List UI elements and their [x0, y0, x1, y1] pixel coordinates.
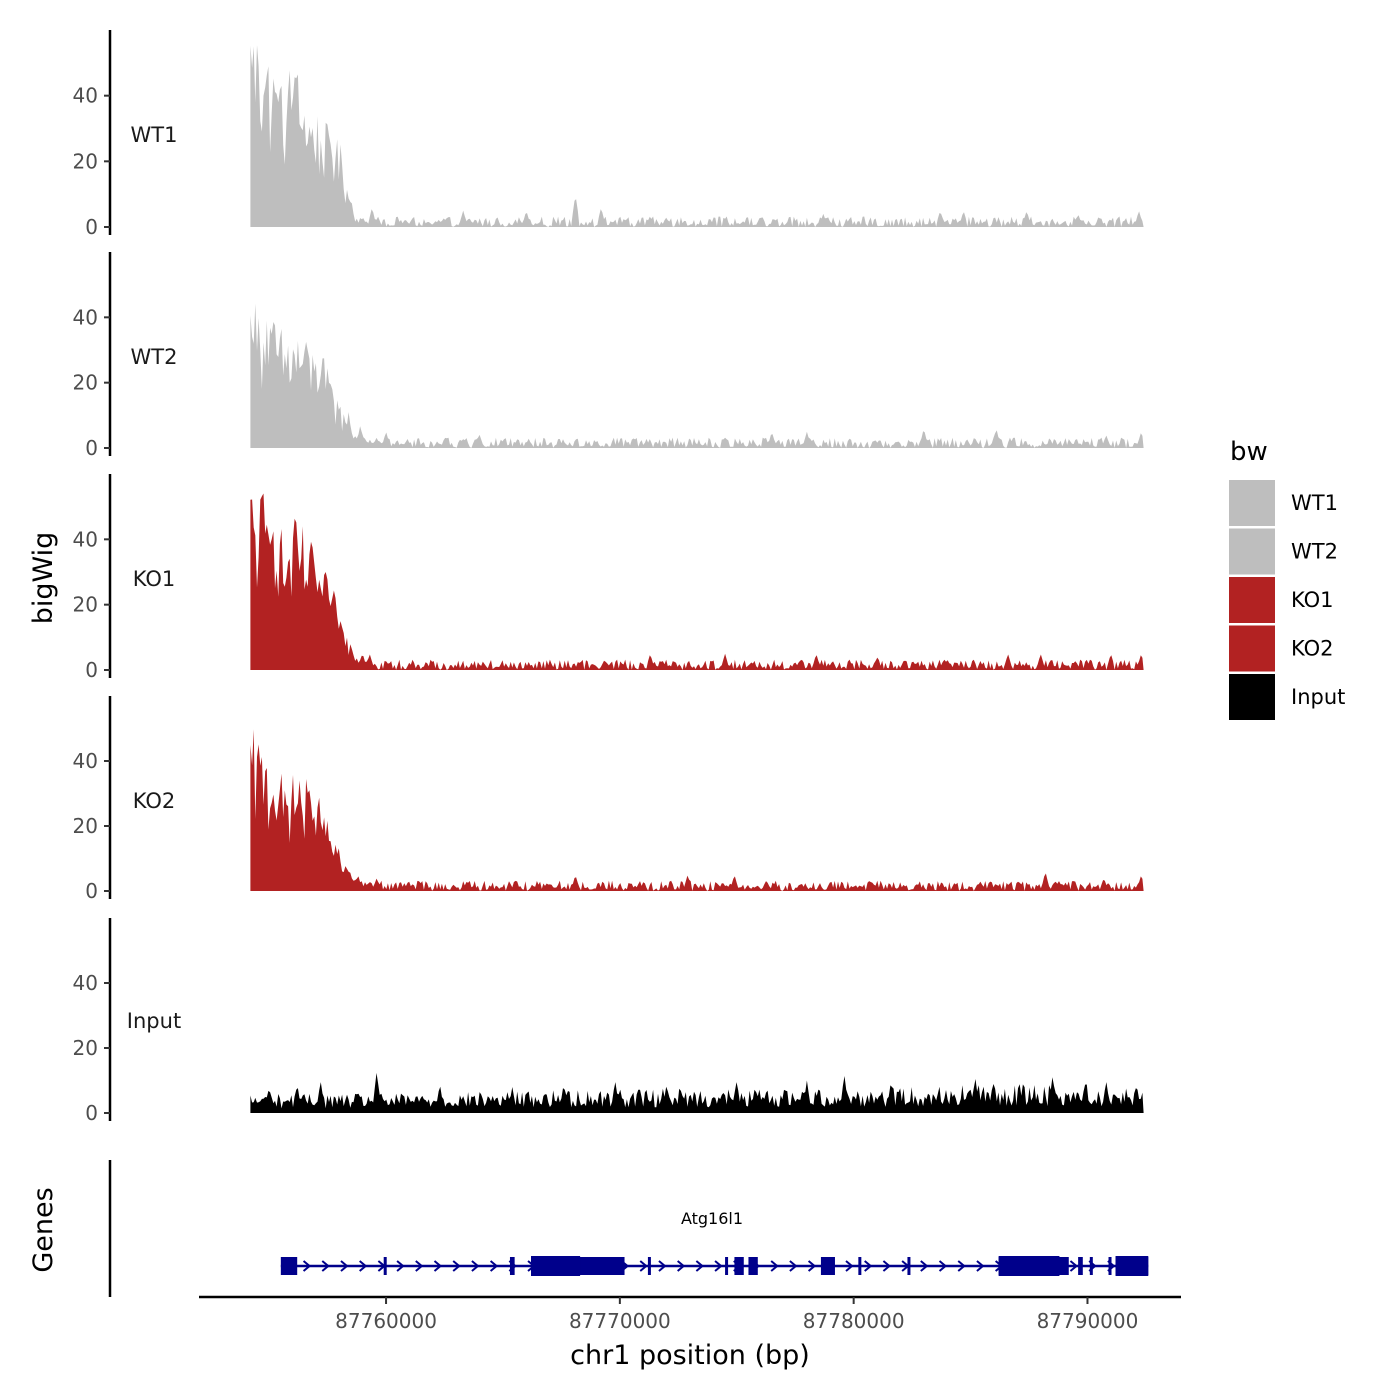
x-axis-title: chr1 position (bp)	[570, 1340, 810, 1371]
strand-arrow	[639, 1260, 648, 1272]
legend-key-ko1	[1229, 577, 1275, 623]
track-label: WT2	[131, 345, 178, 369]
strand-arrow	[714, 1260, 723, 1272]
strand-arrow	[807, 1260, 817, 1272]
gene-exon	[907, 1257, 911, 1275]
strand-arrow	[882, 1260, 891, 1272]
gene-exon-coding	[531, 1256, 581, 1276]
signal-tracks: 0 20 40 WT1 0 20 40 WT2 0 20 40 KO1 0 20 40 KO2 0 20 40 Inp…	[73, 30, 1144, 1125]
track-ko2: 0 20 40 KO2	[73, 696, 1144, 903]
gene-exon	[734, 1257, 744, 1275]
signal-area-wt2	[250, 303, 1144, 448]
y-tick-label: 20	[73, 593, 98, 617]
x-tick-label: 87790000	[1037, 1309, 1139, 1333]
legend-key-input	[1229, 674, 1275, 720]
y-tick-label: 40	[73, 84, 98, 108]
strand-arrow	[359, 1260, 368, 1272]
strand-arrow	[415, 1260, 424, 1272]
x-tick-label: 87760000	[335, 1309, 437, 1333]
y-tick-label: 20	[73, 149, 98, 173]
gene-exon	[1089, 1257, 1093, 1275]
track-wt1: 0 20 40 WT1	[73, 30, 1144, 239]
y-tick-label: 20	[73, 814, 98, 838]
legend-label: WT2	[1291, 540, 1338, 564]
gene-exon	[858, 1257, 862, 1275]
legend-label: KO2	[1291, 637, 1334, 661]
track-wt2: 0 20 40 WT2	[73, 252, 1144, 460]
legend: bw WT1 WT2 KO1 KO2 Input	[1229, 437, 1345, 720]
strand-arrow	[845, 1260, 854, 1272]
legend-key-wt2	[1229, 528, 1275, 575]
gene-name-label: Atg16l1	[681, 1209, 743, 1228]
strand-arrow	[452, 1260, 461, 1272]
strand-arrow	[864, 1260, 873, 1272]
strand-arrow	[695, 1260, 704, 1272]
legend-key-ko2	[1229, 625, 1275, 672]
legend-title: bw	[1230, 437, 1268, 467]
y-tick-label: 0	[85, 1101, 98, 1125]
gene-exon	[1108, 1257, 1112, 1275]
gene-exon	[647, 1257, 651, 1275]
signal-area-ko1	[250, 493, 1144, 670]
track-label: KO2	[133, 789, 176, 813]
gene-exon	[748, 1257, 758, 1275]
gene-exon	[280, 1257, 298, 1275]
track-label: Input	[127, 1009, 181, 1033]
track-label: WT1	[131, 123, 178, 147]
legend-label: KO1	[1291, 588, 1334, 612]
gene-exon	[383, 1257, 387, 1275]
strand-arrow	[920, 1260, 929, 1272]
track-ko1: 0 20 40 KO1	[73, 474, 1144, 682]
signal-area-input	[250, 1072, 1144, 1113]
strand-arrow	[957, 1260, 966, 1272]
x-tick-label: 87770000	[569, 1309, 671, 1333]
y-tick-label: 40	[73, 971, 98, 995]
y-tick-label: 40	[73, 305, 98, 329]
strand-arrow	[340, 1260, 349, 1272]
strand-arrow	[489, 1260, 499, 1272]
strand-arrow	[321, 1260, 330, 1272]
signal-area-wt1	[250, 45, 1144, 227]
legend-label: Input	[1291, 685, 1345, 709]
strand-arrow	[677, 1260, 686, 1272]
legend-key-wt1	[1229, 480, 1275, 526]
track-input: 0 20 40 Input	[73, 918, 1144, 1125]
gene-track-title: Genes	[28, 1187, 59, 1272]
strand-arrow	[789, 1260, 798, 1272]
strand-arrow	[770, 1260, 779, 1272]
gene-exon	[725, 1257, 729, 1275]
gene-exon	[1078, 1257, 1083, 1275]
y-tick-label: 20	[73, 371, 98, 395]
gene-exon	[509, 1257, 515, 1275]
signal-area-ko2	[250, 729, 1144, 891]
strand-arrow	[396, 1260, 405, 1272]
y-tick-label: 0	[85, 879, 98, 903]
y-tick-label: 20	[73, 1036, 98, 1060]
strand-arrow	[938, 1260, 948, 1272]
strand-arrow	[976, 1260, 985, 1272]
y-tick-label: 0	[85, 436, 98, 460]
gene-track: Atg16l1	[108, 1160, 1149, 1297]
y-tick-label: 40	[73, 527, 98, 551]
gene-exon-coding	[1115, 1256, 1149, 1276]
strand-arrow	[433, 1260, 443, 1272]
track-label: KO1	[133, 567, 176, 591]
y-tick-label: 0	[85, 215, 98, 239]
y-tick-label: 40	[73, 749, 98, 773]
strand-arrow	[658, 1260, 667, 1272]
legend-label: WT1	[1291, 491, 1338, 515]
gene-exon	[820, 1257, 835, 1275]
gene-exon-coding	[998, 1256, 1060, 1276]
y-axis-title: bigWig	[28, 532, 59, 625]
y-tick-label: 0	[85, 658, 98, 682]
strand-arrow	[471, 1260, 480, 1272]
strand-arrow	[302, 1260, 312, 1272]
x-tick-label: 87780000	[803, 1309, 905, 1333]
strand-arrow	[1069, 1260, 1079, 1272]
x-axis: 87760000 87770000 87780000 87790000	[199, 1295, 1181, 1333]
